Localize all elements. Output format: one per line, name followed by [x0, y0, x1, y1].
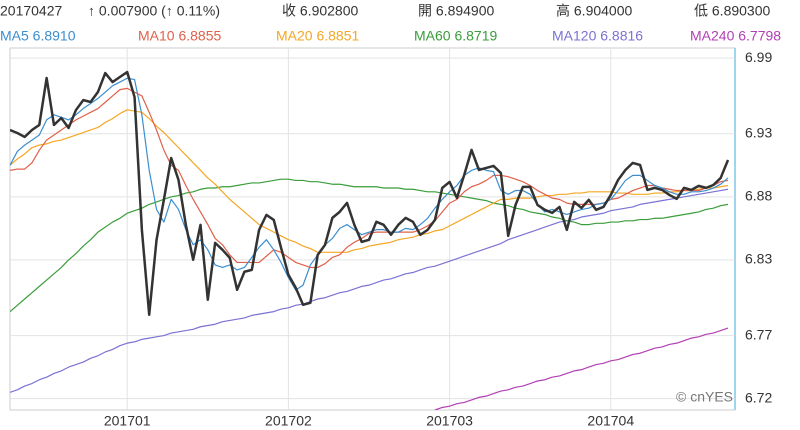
y-tick-label: 6.99	[745, 49, 772, 65]
x-tick-label: 201701	[104, 413, 151, 429]
y-tick-label: 6.72	[745, 389, 772, 405]
ma-line	[10, 178, 729, 313]
legend-entry: MA20 6.8851	[276, 28, 359, 44]
x-tick-label: 201704	[587, 413, 634, 429]
low-price: 低 6.890300	[694, 3, 770, 19]
ma-line	[10, 109, 729, 253]
open-price: 開 6.894900	[418, 3, 494, 19]
high-price: 高 6.904000	[556, 3, 632, 19]
legend-entry: MA120 6.8816	[552, 28, 643, 44]
ma-line	[434, 327, 729, 410]
x-tick-label: 201702	[265, 413, 312, 429]
date: 20170427	[0, 3, 63, 19]
legend-entry: MA10 6.8855	[138, 28, 221, 44]
y-tick-label: 6.83	[745, 251, 772, 267]
legend-entry: MA60 6.8719	[414, 28, 497, 44]
ma-line	[10, 77, 729, 291]
legend-entry: MA5 6.8910	[0, 28, 76, 44]
ma-line	[10, 188, 729, 393]
y-tick-label: 6.93	[745, 124, 772, 140]
change: ↑ 0.007900 (↑ 0.11%)	[88, 3, 220, 19]
price-line	[10, 70, 730, 317]
legend-entry: MA240 6.7798	[690, 28, 781, 44]
close-price: 收 6.902800	[282, 3, 358, 19]
y-tick-label: 6.77	[745, 326, 772, 342]
watermark: © cnYES	[676, 389, 733, 405]
y-tick-label: 6.88	[745, 188, 772, 204]
x-tick-label: 201703	[426, 413, 473, 429]
